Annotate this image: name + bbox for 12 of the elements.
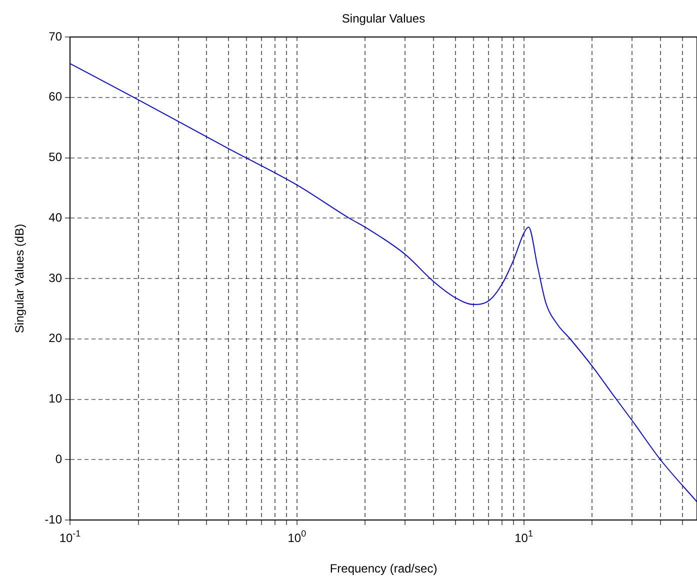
x-axis-title: Frequency (rad/sec) <box>330 561 438 576</box>
y-tick-label: 70 <box>48 29 62 44</box>
y-tick-label: 0 <box>55 452 62 466</box>
chart-title: Singular Values <box>342 11 426 26</box>
y-tick-label: 60 <box>48 90 62 104</box>
y-tick-label: 50 <box>48 150 62 164</box>
y-axis-title: Singular Values (dB) <box>12 224 26 334</box>
y-tick-label: 10 <box>48 392 62 406</box>
y-tick-label: 30 <box>48 270 62 285</box>
y-tick-label: 20 <box>48 331 62 346</box>
y-tick-label: 40 <box>48 210 62 224</box>
y-tick-label: -10 <box>44 512 62 526</box>
